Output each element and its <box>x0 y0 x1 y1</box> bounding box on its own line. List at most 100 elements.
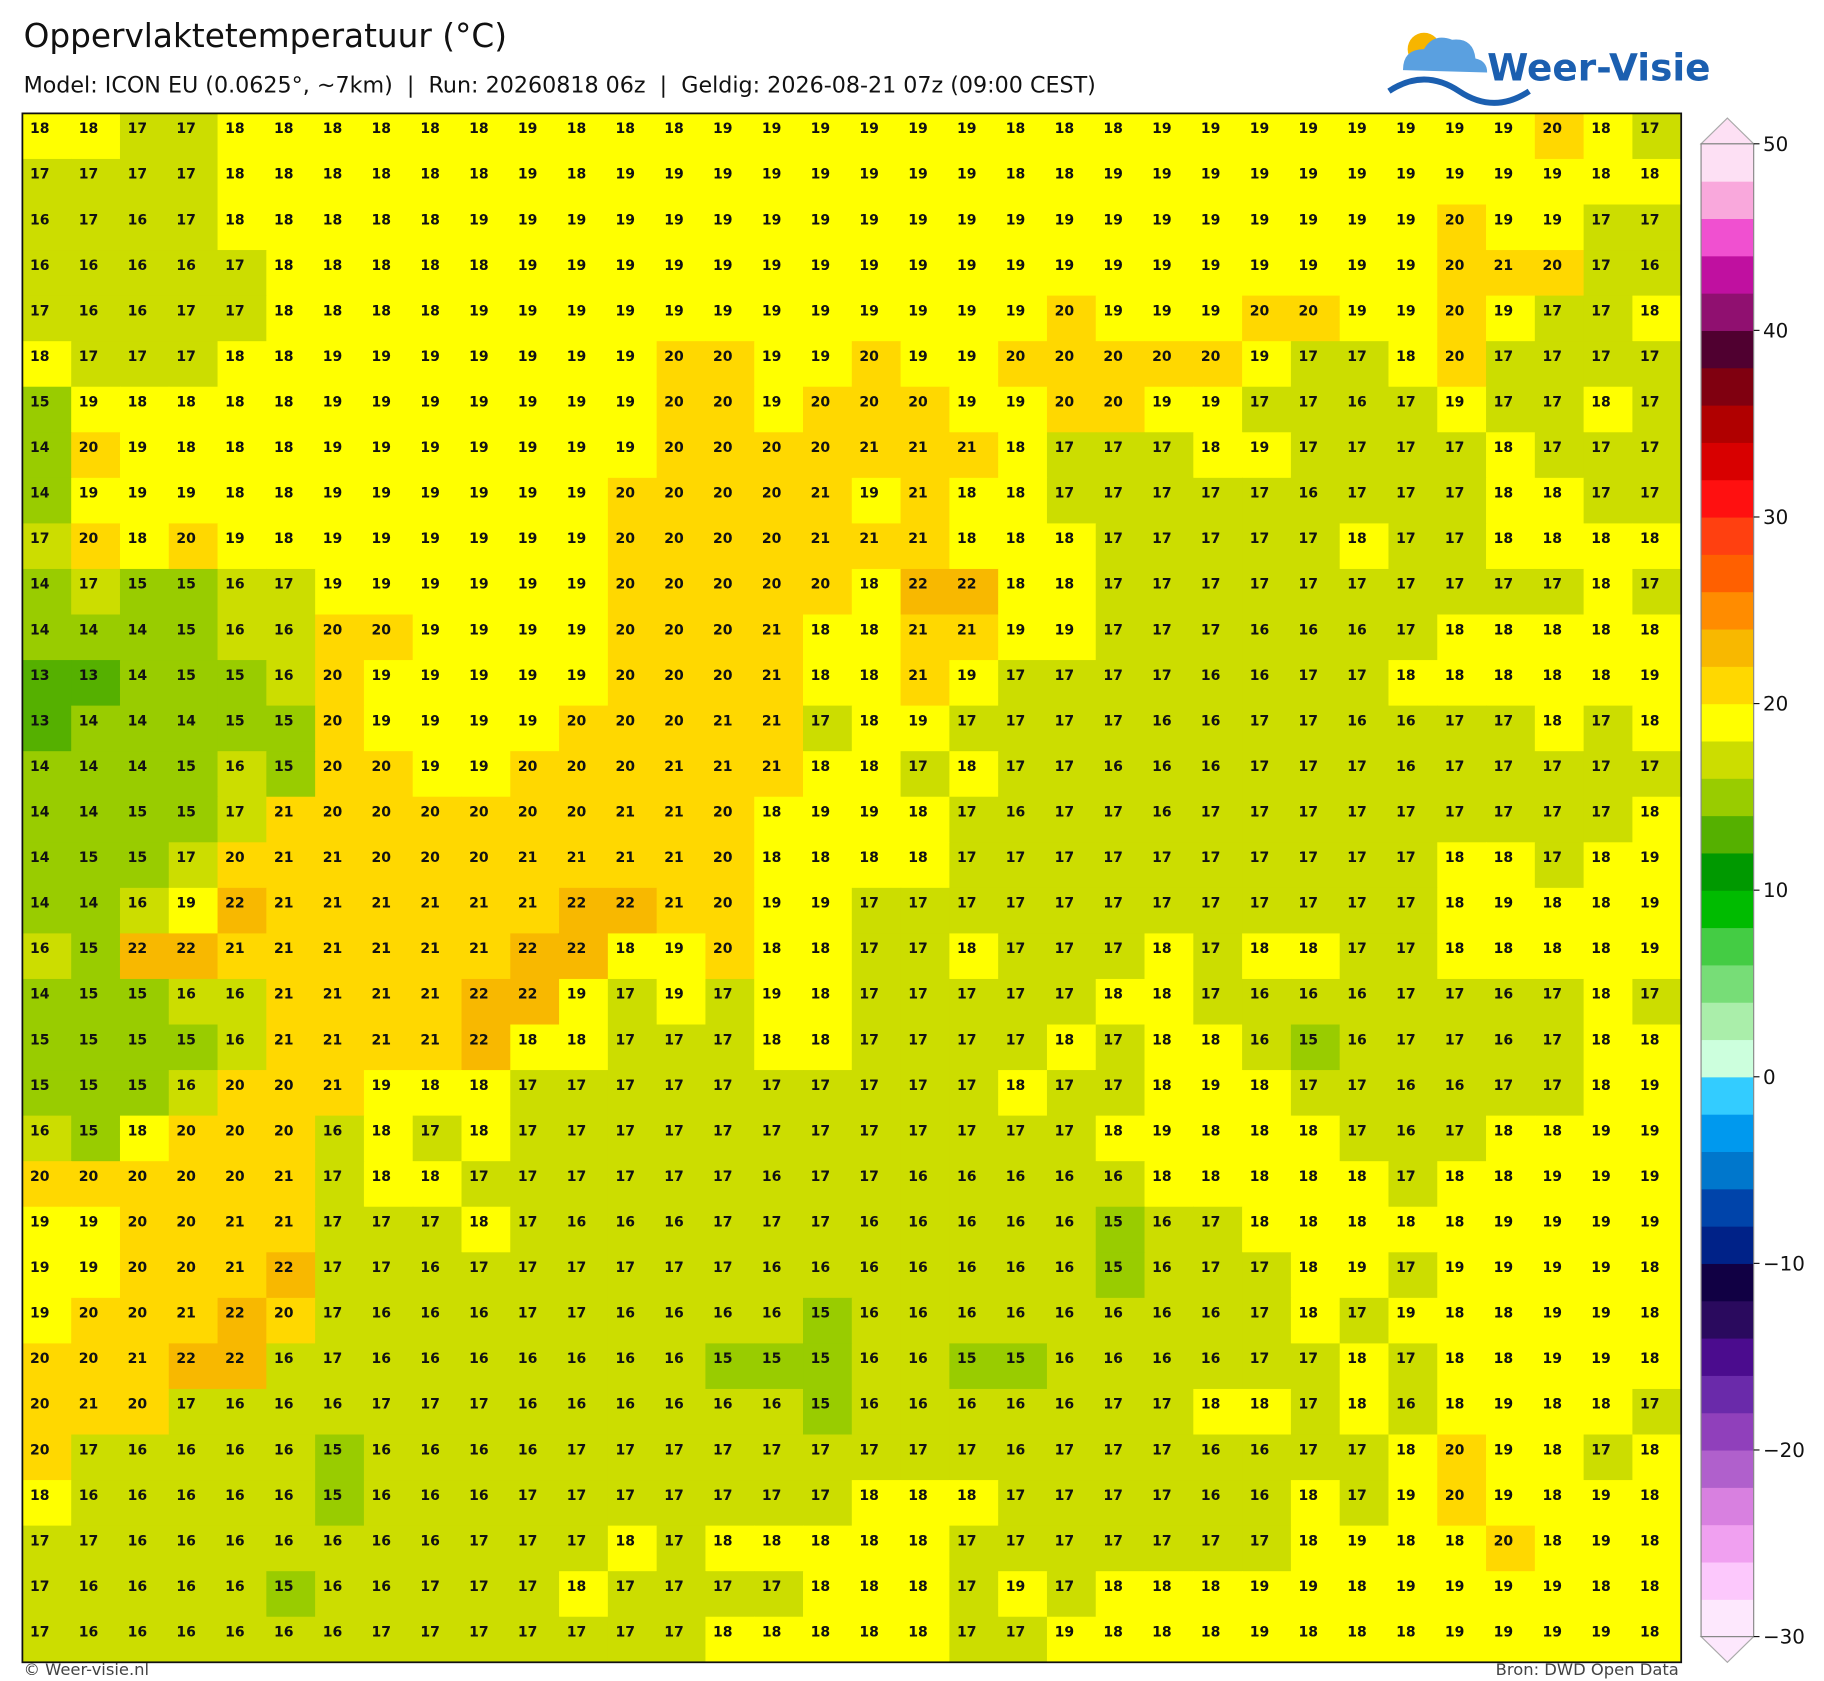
temperature-label: 17 <box>518 1078 538 1094</box>
temperature-label: 21 <box>323 941 343 957</box>
temperature-label: 17 <box>957 1533 977 1549</box>
temperature-cell <box>1583 204 1633 251</box>
temperature-cell <box>1242 1388 1292 1436</box>
temperature-label: 16 <box>1103 759 1123 775</box>
temperature-cell <box>1046 1571 1097 1618</box>
temperature-cell <box>1534 1206 1585 1253</box>
temperature-label: 18 <box>1152 1032 1172 1048</box>
temperature-cell <box>22 1571 72 1618</box>
temperature-label: 17 <box>176 850 196 866</box>
temperature-cell <box>315 1480 365 1527</box>
temperature-label: 20 <box>1006 349 1026 365</box>
temperature-label: 17 <box>1347 1123 1367 1139</box>
temperature-label: 16 <box>957 1397 977 1413</box>
temperature-label: 15 <box>811 1397 831 1413</box>
temperature-cell <box>656 796 707 843</box>
temperature-label: 17 <box>1201 622 1221 638</box>
temperature-cell <box>1339 660 1390 707</box>
temperature-cell <box>1095 1525 1146 1572</box>
temperature-label: 19 <box>1396 1579 1416 1595</box>
temperature-label: 19 <box>518 622 538 638</box>
temperature-cell <box>803 705 853 752</box>
temperature-cell <box>803 341 853 388</box>
temperature-cell <box>998 432 1048 479</box>
temperature-label: 19 <box>1640 1169 1660 1185</box>
temperature-cell <box>1095 341 1146 388</box>
temperature-label: 16 <box>79 303 99 319</box>
temperature-label: 21 <box>274 1215 294 1231</box>
temperature-cell <box>1388 1525 1438 1572</box>
temperature-cell <box>754 1571 804 1618</box>
temperature-label: 17 <box>1152 1533 1172 1549</box>
temperature-cell <box>1242 295 1292 342</box>
temperature-label: 19 <box>1006 1579 1026 1595</box>
temperature-label: 17 <box>1396 531 1416 547</box>
temperature-label: 17 <box>1103 440 1123 456</box>
temperature-label: 20 <box>518 759 538 775</box>
temperature-cell <box>412 158 463 206</box>
temperature-label: 16 <box>225 577 245 593</box>
temperature-cell <box>851 978 902 1026</box>
temperature-cell <box>998 614 1048 661</box>
temperature-label: 16 <box>30 941 50 957</box>
temperature-label: 18 <box>1250 1169 1270 1185</box>
temperature-label: 19 <box>1250 1625 1270 1641</box>
temperature-cell <box>1290 1070 1341 1117</box>
temperature-cell <box>705 1024 755 1071</box>
colorbar-tick-label: −10 <box>1763 1252 1805 1275</box>
temperature-label: 17 <box>859 896 879 912</box>
temperature-cell <box>1437 705 1487 752</box>
temperature-label: 17 <box>615 1169 635 1185</box>
temperature-label: 20 <box>664 486 684 502</box>
temperature-label: 17 <box>1542 804 1562 820</box>
temperature-cell <box>1193 1525 1243 1572</box>
temperature-label: 16 <box>274 1533 294 1549</box>
temperature-cell <box>1388 568 1438 616</box>
temperature-cell <box>900 341 950 388</box>
temperature-cell <box>71 250 121 297</box>
colorbar-swatch <box>1701 1076 1754 1115</box>
temperature-cell <box>1193 568 1243 616</box>
temperature-cell <box>412 1252 463 1299</box>
temperature-cell <box>705 113 755 160</box>
temperature-label: 18 <box>1201 1579 1221 1595</box>
temperature-label: 13 <box>30 668 50 684</box>
temperature-cell <box>461 842 511 889</box>
temperature-cell <box>949 1206 999 1253</box>
temperature-cell <box>900 523 950 570</box>
temperature-label: 16 <box>1396 1123 1416 1139</box>
temperature-label: 15 <box>323 1442 343 1458</box>
temperature-cell <box>559 1252 609 1299</box>
temperature-label: 17 <box>1250 1260 1270 1276</box>
temperature-cell <box>754 1297 804 1344</box>
temperature-label: 19 <box>957 394 977 410</box>
temperature-label: 17 <box>1055 440 1075 456</box>
temperature-label: 18 <box>128 394 148 410</box>
temperature-cell <box>22 1161 72 1208</box>
temperature-label: 17 <box>1299 713 1319 729</box>
temperature-cell <box>1339 1252 1390 1299</box>
temperature-label: 17 <box>1152 850 1172 866</box>
temperature-cell <box>949 1024 999 1071</box>
temperature-label: 18 <box>1055 1032 1075 1048</box>
temperature-label: 19 <box>908 167 928 183</box>
temperature-label: 19 <box>1640 668 1660 684</box>
temperature-cell <box>71 978 121 1026</box>
temperature-cell <box>851 1388 902 1436</box>
temperature-label: 18 <box>1640 1625 1660 1641</box>
temperature-label: 17 <box>1396 1260 1416 1276</box>
temperature-label: 19 <box>372 531 392 547</box>
temperature-cell <box>412 295 463 342</box>
temperature-label: 18 <box>1006 1078 1026 1094</box>
temperature-cell <box>949 432 999 479</box>
temperature-cell <box>461 250 511 297</box>
colorbar-swatch <box>1701 367 1754 406</box>
temperature-cell <box>1144 1434 1194 1481</box>
temperature-cell <box>461 705 511 752</box>
temperature-label: 17 <box>1347 349 1367 365</box>
temperature-cell <box>754 386 804 433</box>
temperature-cell <box>607 887 658 934</box>
temperature-label: 17 <box>1347 896 1367 912</box>
temperature-cell <box>412 1206 463 1253</box>
temperature-label: 17 <box>1542 577 1562 593</box>
